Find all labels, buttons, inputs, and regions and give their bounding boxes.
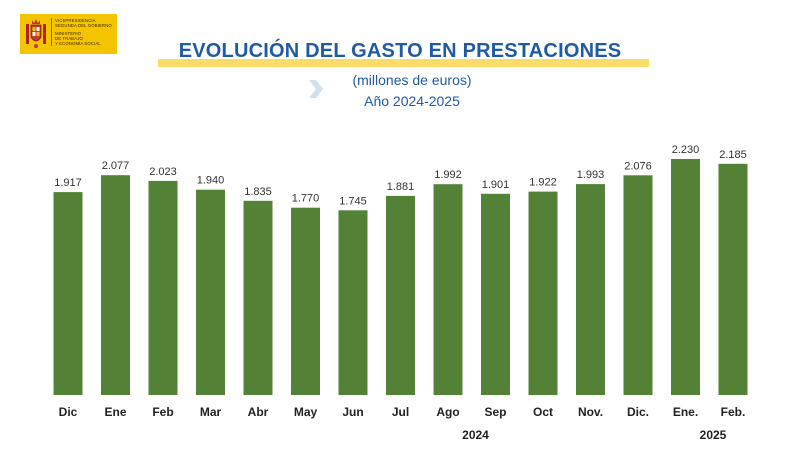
page-title: EVOLUCIÓN DEL GASTO EN PRESTACIONES [178, 40, 622, 62]
spain-crest-icon [26, 19, 46, 48]
title-underline-bar [158, 59, 649, 67]
logo-text: VICEPRESIDENCIA SEGUNDA DEL GOBIERNO MIN… [51, 18, 112, 46]
bar-9 [481, 193, 510, 395]
category-label-0: Dic [59, 405, 78, 419]
bar-6 [338, 210, 368, 395]
value-label-13: 2.230 [672, 144, 700, 156]
logo-line: DE TRABAJO [55, 36, 83, 41]
value-label-6: 1.745 [339, 195, 367, 207]
category-label-14: Feb. [721, 405, 746, 419]
category-label-5: May [294, 405, 318, 419]
bar-13 [671, 159, 700, 395]
logo-line: SEGUNDA DEL GOBIERNO [55, 23, 112, 28]
value-label-5: 1.770 [292, 193, 320, 205]
bar-14 [718, 163, 748, 395]
chevron-right-icon [309, 80, 323, 98]
value-label-12: 2.076 [624, 160, 652, 172]
category-label-9: Sep [484, 405, 506, 419]
value-label-1: 2.077 [102, 160, 130, 172]
logo-line: MINISTERIO [55, 31, 82, 36]
value-label-10: 1.922 [529, 177, 557, 189]
category-label-2: Feb [152, 405, 173, 419]
value-label-8: 1.992 [434, 169, 462, 181]
value-label-0: 1.917 [54, 177, 82, 189]
value-label-7: 1.881 [387, 181, 415, 193]
value-label-4: 1.835 [244, 186, 272, 198]
value-label-14: 2.185 [719, 149, 747, 161]
value-label-9: 1.901 [482, 179, 510, 191]
bar-2 [148, 180, 178, 395]
category-label-3: Mar [200, 405, 222, 419]
government-logo: VICEPRESIDENCIA SEGUNDA DEL GOBIERNO MIN… [20, 14, 117, 54]
category-label-11: Nov. [578, 405, 603, 419]
bar-12 [623, 175, 653, 395]
bar-11 [576, 184, 605, 395]
bar-8 [433, 184, 463, 395]
bar-0 [53, 192, 83, 395]
value-label-11: 1.993 [577, 169, 605, 181]
logo-line: Y ECONOMÍA SOCIAL [55, 41, 101, 46]
category-label-6: Jun [342, 405, 363, 419]
category-label-4: Abr [248, 405, 269, 419]
bar-1 [101, 175, 130, 395]
value-label-2: 2.023 [149, 166, 177, 178]
category-label-7: Jul [392, 405, 409, 419]
category-label-1: Ene [104, 405, 126, 419]
bar-3 [196, 189, 225, 395]
year-label-1: 2025 [700, 428, 727, 442]
subtitle-units: (millones de euros) [352, 72, 472, 88]
category-label-8: Ago [436, 405, 459, 419]
logo-line: VICEPRESIDENCIA [55, 18, 96, 23]
value-label-3: 1.940 [197, 175, 225, 187]
category-label-12: Dic. [627, 405, 649, 419]
bar-7 [386, 195, 415, 395]
bar-5 [291, 207, 320, 395]
bar-10 [528, 191, 558, 395]
category-label-13: Ene. [673, 405, 698, 419]
subtitle-period: Año 2024-2025 [364, 93, 460, 109]
year-label-0: 2024 [462, 428, 489, 442]
bar-4 [243, 200, 273, 395]
category-label-10: Oct [533, 405, 553, 419]
